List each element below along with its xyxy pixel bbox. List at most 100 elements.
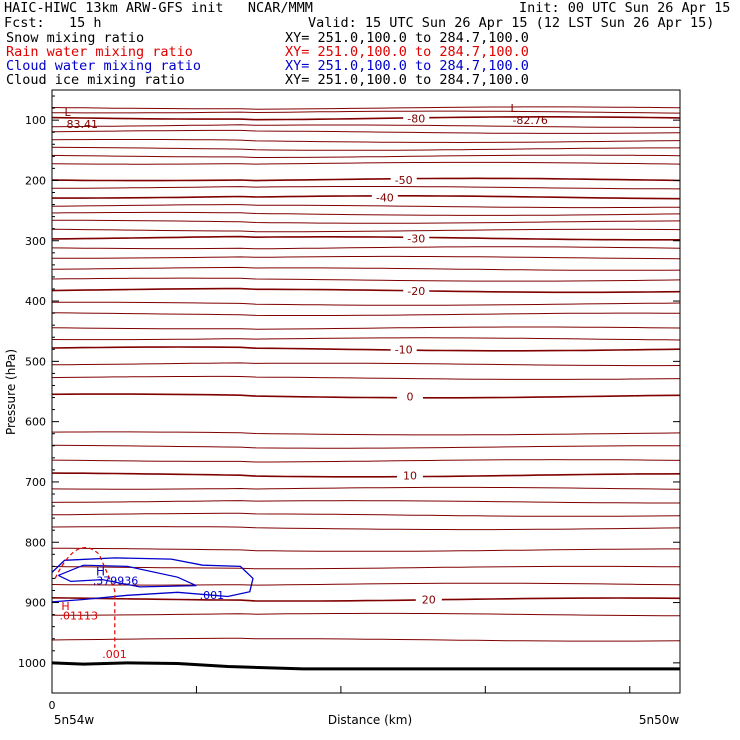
field-xy-snow: XY= 251.0,100.0 to 284.7,100.0 <box>285 30 529 46</box>
temperature-contour <box>51 444 680 449</box>
temperature-contour <box>51 124 680 128</box>
contour-label-bg <box>403 284 430 297</box>
rain-water-contours: H.01113.001 <box>54 547 127 661</box>
y-axis-title: Pressure (hPa) <box>4 349 18 435</box>
x-tick-label-zero: 0 <box>49 699 56 712</box>
surface-line-group <box>51 661 680 671</box>
temperature-contour <box>51 139 681 144</box>
valid-time: Valid: 15 UTC Sun 26 Apr 15 (12 LST Sun … <box>308 15 715 31</box>
contour-label: -20 <box>407 285 425 298</box>
x-tick-label-left: 5n54w <box>54 713 95 727</box>
extremum-value: -82.76 <box>512 114 547 127</box>
temperature-contour-labeled <box>51 346 681 352</box>
temperature-contour <box>52 255 681 260</box>
contour-label-bg <box>403 232 430 245</box>
extremum-value: 83.41 <box>67 118 99 131</box>
temperature-contour <box>51 582 681 586</box>
field-xy-rain: XY= 251.0,100.0 to 284.7,100.0 <box>285 44 529 60</box>
cloud-water-contour-inner <box>58 564 197 588</box>
cloud-water-max-marker: H <box>96 564 105 578</box>
rain-water-contour-label: .001 <box>102 648 127 661</box>
contour-label: -80 <box>407 112 425 125</box>
temperature-contour <box>51 486 681 490</box>
temperature-contour <box>51 266 681 271</box>
y-tick-label: 500 <box>25 355 46 368</box>
y-tick-label: 300 <box>25 235 46 248</box>
temperature-contour-labeled <box>51 116 681 121</box>
temperature-contour <box>51 375 681 380</box>
temperature-contour-labeled <box>51 393 681 399</box>
temperature-contour <box>52 301 681 306</box>
temperature-contour-labeled <box>51 472 681 478</box>
temperature-contour-labeled <box>51 287 681 294</box>
x-axis-title: Distance (km) <box>328 713 412 727</box>
rain-water-max-value: .01113 <box>60 609 98 622</box>
contour-label: 10 <box>403 469 417 482</box>
temperature-contour <box>51 337 681 341</box>
temperature-contour <box>51 228 681 233</box>
temperature-contour <box>51 129 681 134</box>
contour-label: -30 <box>407 232 425 245</box>
temperature-contour-labeled <box>51 235 680 241</box>
field-xy-cloud-ice: XY= 251.0,100.0 to 284.7,100.0 <box>285 72 529 88</box>
y-tick-label: 400 <box>25 295 46 308</box>
temperature-contour <box>52 219 681 224</box>
contour-label: 20 <box>422 594 436 607</box>
contour-label-bg <box>415 593 442 606</box>
temperature-contour <box>51 637 681 642</box>
temperature-contour <box>51 459 681 463</box>
temperature-contour <box>51 500 680 504</box>
init-time: Init: 00 UTC Sun 26 Apr 15 <box>519 0 731 16</box>
temperature-contour <box>52 612 681 617</box>
surface-pressure-line <box>51 661 680 671</box>
y-tick-label: 600 <box>25 416 46 429</box>
y-tick-label: 200 <box>25 174 46 187</box>
contour-label: -10 <box>395 343 413 356</box>
temperature-contour <box>51 362 681 367</box>
temperature-contour <box>51 326 681 330</box>
extremum-marker: L <box>510 102 517 115</box>
y-tick-label: 800 <box>25 536 46 549</box>
field-name-cloud-ice: Cloud ice mixing ratio <box>6 72 185 88</box>
forecast-hour: Fcst: 15 h <box>4 15 102 31</box>
temperature-contour <box>51 146 680 151</box>
contour-label-bg <box>390 343 417 356</box>
temperature-contour-labeled <box>51 177 681 182</box>
temperature-contour <box>51 161 681 165</box>
temperature-contour <box>51 526 681 531</box>
cloud-water-contours: H.379936 .001 <box>51 557 254 603</box>
y-tick-label: 1000 <box>18 657 46 670</box>
cloud-water-contour-label: .001 <box>200 589 225 602</box>
y-tick-label: 100 <box>25 114 46 127</box>
y-tick-label: 700 <box>25 476 46 489</box>
contour-label: -50 <box>395 174 413 187</box>
temperature-contour-labeled <box>51 597 681 602</box>
contour-label-bg <box>396 469 423 482</box>
y-tick-label: 900 <box>25 597 46 610</box>
temperature-contour <box>51 565 681 570</box>
field-xy-cloud-water: XY= 251.0,100.0 to 284.7,100.0 <box>285 58 529 74</box>
temperature-contour <box>51 110 681 114</box>
cloud-water-max-value: .379936 <box>93 574 139 587</box>
contour-label: -40 <box>376 191 394 204</box>
temperature-contour <box>51 312 680 316</box>
temperature-contour <box>51 186 681 190</box>
x-tick-label-right: 5n50w <box>639 713 680 727</box>
extremum-marker: L <box>65 106 72 119</box>
contour-label: 0 <box>406 390 413 403</box>
temperature-contour <box>51 211 681 216</box>
contour-label-bg <box>390 173 417 186</box>
temperature-contour <box>51 154 681 158</box>
field-name-snow: Snow mixing ratio <box>6 30 145 46</box>
rain-water-max-marker: H <box>61 600 69 613</box>
contour-label-bg <box>403 112 430 125</box>
temperature-contour <box>51 246 681 250</box>
field-name-rain: Rain water mixing ratio <box>6 44 193 60</box>
temperature-contour <box>51 431 681 436</box>
temperature-contour <box>51 204 681 209</box>
temperature-contour-labeled <box>52 195 681 200</box>
field-name-cloud-water: Cloud water mixing ratio <box>6 58 202 74</box>
